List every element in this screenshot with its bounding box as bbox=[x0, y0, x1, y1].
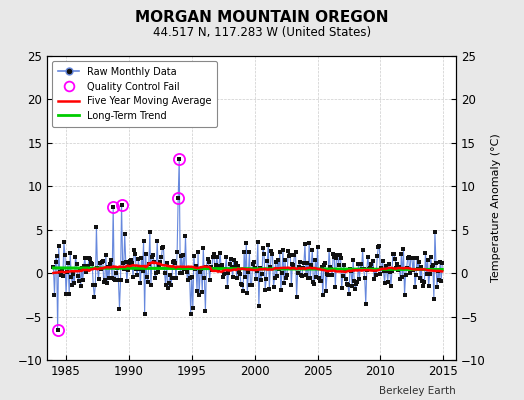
Legend: Raw Monthly Data, Quality Control Fail, Five Year Moving Average, Long-Term Tren: Raw Monthly Data, Quality Control Fail, … bbox=[52, 61, 217, 127]
Text: Berkeley Earth: Berkeley Earth bbox=[379, 386, 456, 396]
Text: MORGAN MOUNTAIN OREGON: MORGAN MOUNTAIN OREGON bbox=[135, 10, 389, 25]
Y-axis label: Temperature Anomaly (°C): Temperature Anomaly (°C) bbox=[491, 134, 501, 282]
Text: 44.517 N, 117.283 W (United States): 44.517 N, 117.283 W (United States) bbox=[153, 26, 371, 39]
